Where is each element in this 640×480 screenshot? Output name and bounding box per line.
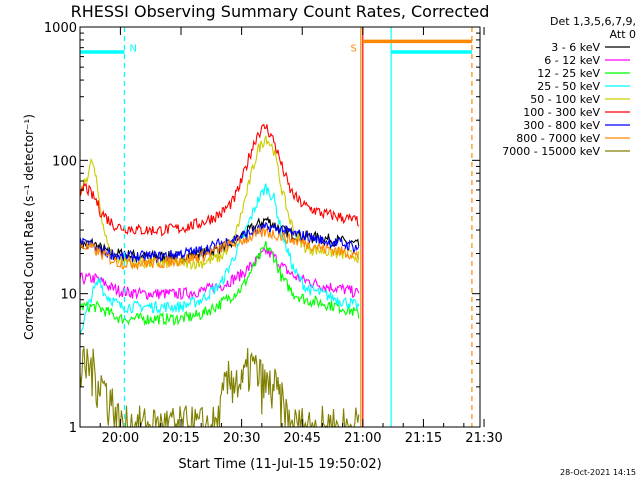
x-axis-label: Start Time (11-Jul-15 19:50:02) bbox=[178, 457, 381, 472]
x-tick-label-7: 21:30 bbox=[465, 431, 502, 446]
series-line-8 bbox=[79, 226, 360, 271]
legend-label-3: 12 - 25 keV bbox=[537, 67, 600, 80]
series-line-1 bbox=[79, 216, 360, 265]
legend-label-4: 25 - 50 keV bbox=[537, 80, 600, 93]
x-tick-label-4: 20:45 bbox=[283, 431, 320, 446]
series-line-5 bbox=[79, 135, 360, 271]
series-line-6 bbox=[79, 123, 360, 237]
series-line-3 bbox=[79, 240, 360, 327]
y-tick-label-3: 100 bbox=[52, 154, 77, 169]
series-line-2 bbox=[79, 246, 360, 301]
legend-label-8: 800 - 7000 keV bbox=[516, 132, 600, 145]
legend-label-5: 50 - 100 keV bbox=[530, 93, 600, 106]
chart-title: RHESSI Observing Summary Count Rates, Co… bbox=[71, 2, 490, 21]
x-tick-label-6: 21:15 bbox=[405, 431, 442, 446]
legend-label-1: 3 - 6 keV bbox=[551, 41, 600, 54]
plot-frame bbox=[79, 26, 481, 428]
footer-date: 28-Oct-2021 14:15 bbox=[560, 468, 636, 477]
x-tick-label-5: 21:00 bbox=[344, 431, 381, 446]
legend-header-2: Att 0 bbox=[610, 28, 636, 41]
y-axis-label: Corrected Count Rate (s⁻¹ detector⁻¹) bbox=[22, 114, 36, 340]
x-tick-label-2: 20:15 bbox=[162, 431, 199, 446]
series-line-7 bbox=[79, 221, 360, 264]
attenuator-label-2: S bbox=[350, 44, 356, 55]
legend-header-1: Det 1,3,5,6,7,9, bbox=[550, 15, 636, 28]
x-tick-label-1: 20:00 bbox=[102, 431, 139, 446]
series-line-4 bbox=[79, 183, 360, 336]
y-tick-label-2: 10 bbox=[60, 288, 77, 303]
legend-label-2: 6 - 12 keV bbox=[544, 54, 600, 67]
attenuator-label-1: N bbox=[129, 44, 136, 55]
y-tick-label-1: 1 bbox=[69, 421, 77, 436]
axes: 20:00 20:15 20:30 20:45 21:00 21:15 21:30 1 10 10… bbox=[44, 21, 503, 446]
legend-label-7: 300 - 800 keV bbox=[523, 119, 600, 132]
x-tick-label-3: 20:30 bbox=[223, 431, 260, 446]
legend-label-9: 7000 - 15000 keV bbox=[502, 145, 600, 158]
y-tick-label-4: 1000 bbox=[44, 21, 77, 36]
legend-label-6: 100 - 300 keV bbox=[523, 106, 600, 119]
